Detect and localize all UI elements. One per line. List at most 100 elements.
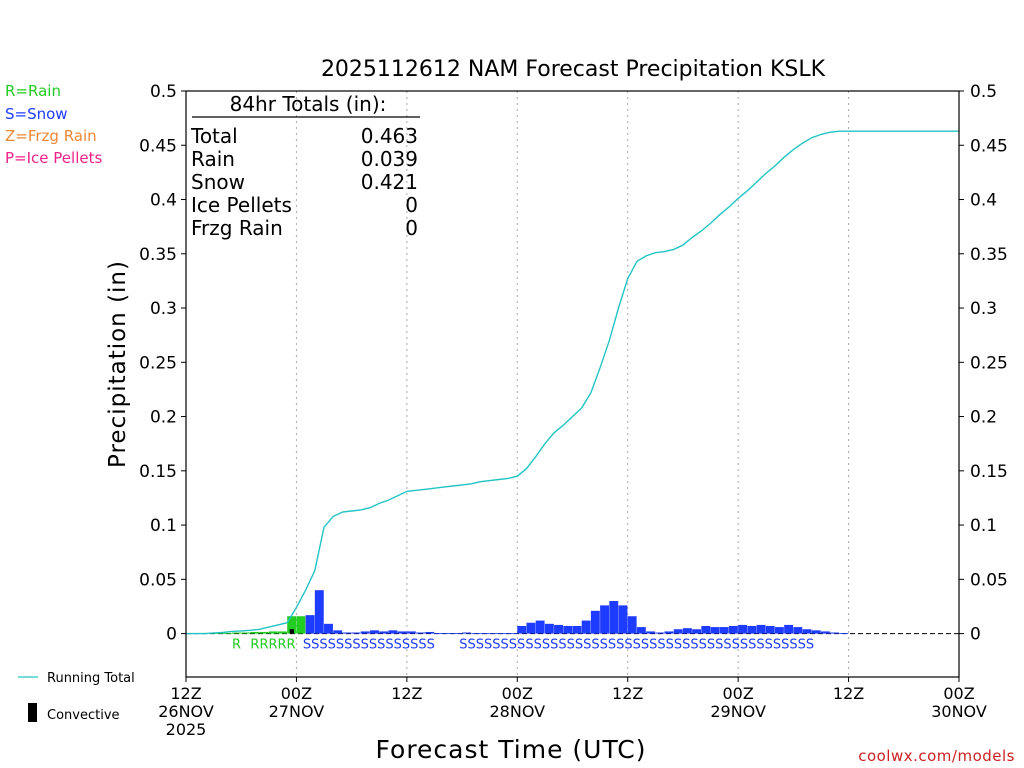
precip-bar xyxy=(324,623,333,634)
x-tick-label: 29NOV xyxy=(710,702,766,721)
credit-text: coolwx.com/models xyxy=(858,747,1015,765)
y-tick-label-left: 0.1 xyxy=(150,516,177,536)
precip-bar xyxy=(480,633,490,634)
y-tick-label-right: 0.05 xyxy=(970,570,1008,590)
plot-frame xyxy=(185,90,960,678)
y-tick-label-left: 0.3 xyxy=(150,299,177,319)
precip-bar xyxy=(278,631,287,634)
precip-bar xyxy=(710,627,720,634)
precip-bar xyxy=(554,624,563,634)
x-tick-label: 12Z xyxy=(833,684,864,703)
x-axis-label: Forecast Time (UTC) xyxy=(376,735,647,764)
chart-title: 2025112612 NAM Forecast Precipitation KS… xyxy=(321,57,826,82)
x-tick-label: 00Z xyxy=(722,684,753,703)
y-tick-label-right: 0.4 xyxy=(970,191,997,211)
precip-bar xyxy=(784,624,794,634)
y-tick-label-left: 0.45 xyxy=(139,136,177,156)
y-tick-label-left: 0.2 xyxy=(150,408,177,428)
convective-bar xyxy=(289,629,294,634)
totals-value-total: 0.463 xyxy=(361,124,418,148)
precip-bar xyxy=(600,605,610,634)
precip-bar xyxy=(747,625,757,634)
running-total-legend-label: Running Total xyxy=(47,671,135,686)
precip-bar xyxy=(636,627,646,634)
precip-type-label: RRRRR xyxy=(250,638,295,653)
precip-bar xyxy=(820,631,830,634)
precip-bar xyxy=(489,633,499,634)
precip-bar xyxy=(416,632,425,634)
precip-bar xyxy=(682,628,692,634)
precip-bar xyxy=(802,629,812,634)
precip-type-label: R xyxy=(232,638,241,653)
totals-header: 84hr Totals (in): xyxy=(230,92,387,116)
totals-label-frzg-rain: Frzg Rain xyxy=(191,216,283,240)
precip-bar xyxy=(646,631,656,634)
precip-type-label: SSSSSSSSSSSSSSSSSSSSSSSSSSSSSSSSSSSSSSSS… xyxy=(459,638,814,653)
precip-bar xyxy=(250,631,260,634)
convective-legend-label: Convective xyxy=(47,708,120,723)
totals-label-snow: Snow xyxy=(191,170,245,194)
precip-bar xyxy=(333,630,343,634)
precip-bar xyxy=(232,632,241,634)
precip-bar xyxy=(379,631,389,634)
precip-bar xyxy=(434,633,444,634)
x-tick-label: 12Z xyxy=(170,684,201,703)
precip-bar xyxy=(830,632,840,634)
precip-bar xyxy=(370,630,379,634)
precip-bar xyxy=(526,622,536,634)
x-tick-label: 2025 xyxy=(166,720,207,739)
x-tick-label: 00Z xyxy=(502,684,533,703)
precip-bars xyxy=(213,590,849,634)
y-tick-label-right: 0.2 xyxy=(970,408,997,428)
precip-bar xyxy=(738,624,748,634)
y-tick-label-left: 0.4 xyxy=(150,191,177,211)
axes: 0 00.05 0.050.1 0.10.15 0.150.2 0.20.25 0.250.… xyxy=(139,82,1008,739)
totals-label-total: Total xyxy=(190,124,238,148)
precip-bar xyxy=(342,632,352,634)
convective-legend-swatch xyxy=(28,703,37,722)
precip-bar xyxy=(471,633,481,634)
precip-bar xyxy=(296,616,306,634)
precip-bar xyxy=(222,633,232,634)
precip-type-legend: R=Rain S=Snow Z=Frzg Rain P=Ice Pellets xyxy=(5,82,102,167)
legend-frzg-rain: Z=Frzg Rain xyxy=(5,127,97,145)
y-tick-label-left: 0.5 xyxy=(150,82,177,102)
precip-bar xyxy=(664,631,674,634)
x-tick-label: 28NOV xyxy=(489,702,545,721)
y-tick-label-left: 0.15 xyxy=(139,462,177,482)
precip-bar xyxy=(544,623,554,634)
precip-bar xyxy=(581,620,591,634)
precip-bar xyxy=(774,627,784,634)
precip-bar xyxy=(268,631,278,634)
precip-bar xyxy=(765,625,775,634)
y-tick-label-right: 0.25 xyxy=(970,353,1008,373)
totals-label-ice-pellets: Ice Pellets xyxy=(191,193,292,217)
precip-bar xyxy=(535,620,545,634)
y-tick-label-left: 0.05 xyxy=(139,570,177,590)
precip-bar xyxy=(241,632,251,634)
x-tick-label: 30NOV xyxy=(931,702,987,721)
precip-type-labels: R RRRRR SSSSSSSSSSSSSSSS SSSSSSSSSSSSSSSSSS… xyxy=(232,638,814,653)
running-total-line-layer xyxy=(186,130,959,635)
precip-bar xyxy=(406,631,416,634)
totals-label-rain: Rain xyxy=(191,147,235,171)
precip-bar xyxy=(498,633,508,634)
running-total-line xyxy=(186,130,959,635)
precip-bar xyxy=(443,633,453,634)
precip-bar xyxy=(692,629,702,634)
y-tick-label-left: 0.25 xyxy=(139,353,177,373)
precip-bar xyxy=(462,632,471,634)
precip-bar xyxy=(351,632,361,634)
precip-bar xyxy=(590,610,600,634)
totals-value-ice-pellets: 0 xyxy=(405,193,418,217)
precip-bar xyxy=(793,627,803,634)
y-tick-label-right: 0.1 xyxy=(970,516,997,536)
precip-bar xyxy=(609,601,619,634)
bottom-legend: Running Total Convective xyxy=(18,671,135,723)
y-tick-label-right: 0.5 xyxy=(970,82,997,102)
x-tick-label: 26NOV xyxy=(158,702,214,721)
x-tick-label: 00Z xyxy=(943,684,974,703)
precip-bar xyxy=(572,625,582,634)
totals-box: 84hr Totals (in): Total 0.463 Rain 0.039… xyxy=(190,92,420,240)
precip-bar xyxy=(839,633,849,634)
